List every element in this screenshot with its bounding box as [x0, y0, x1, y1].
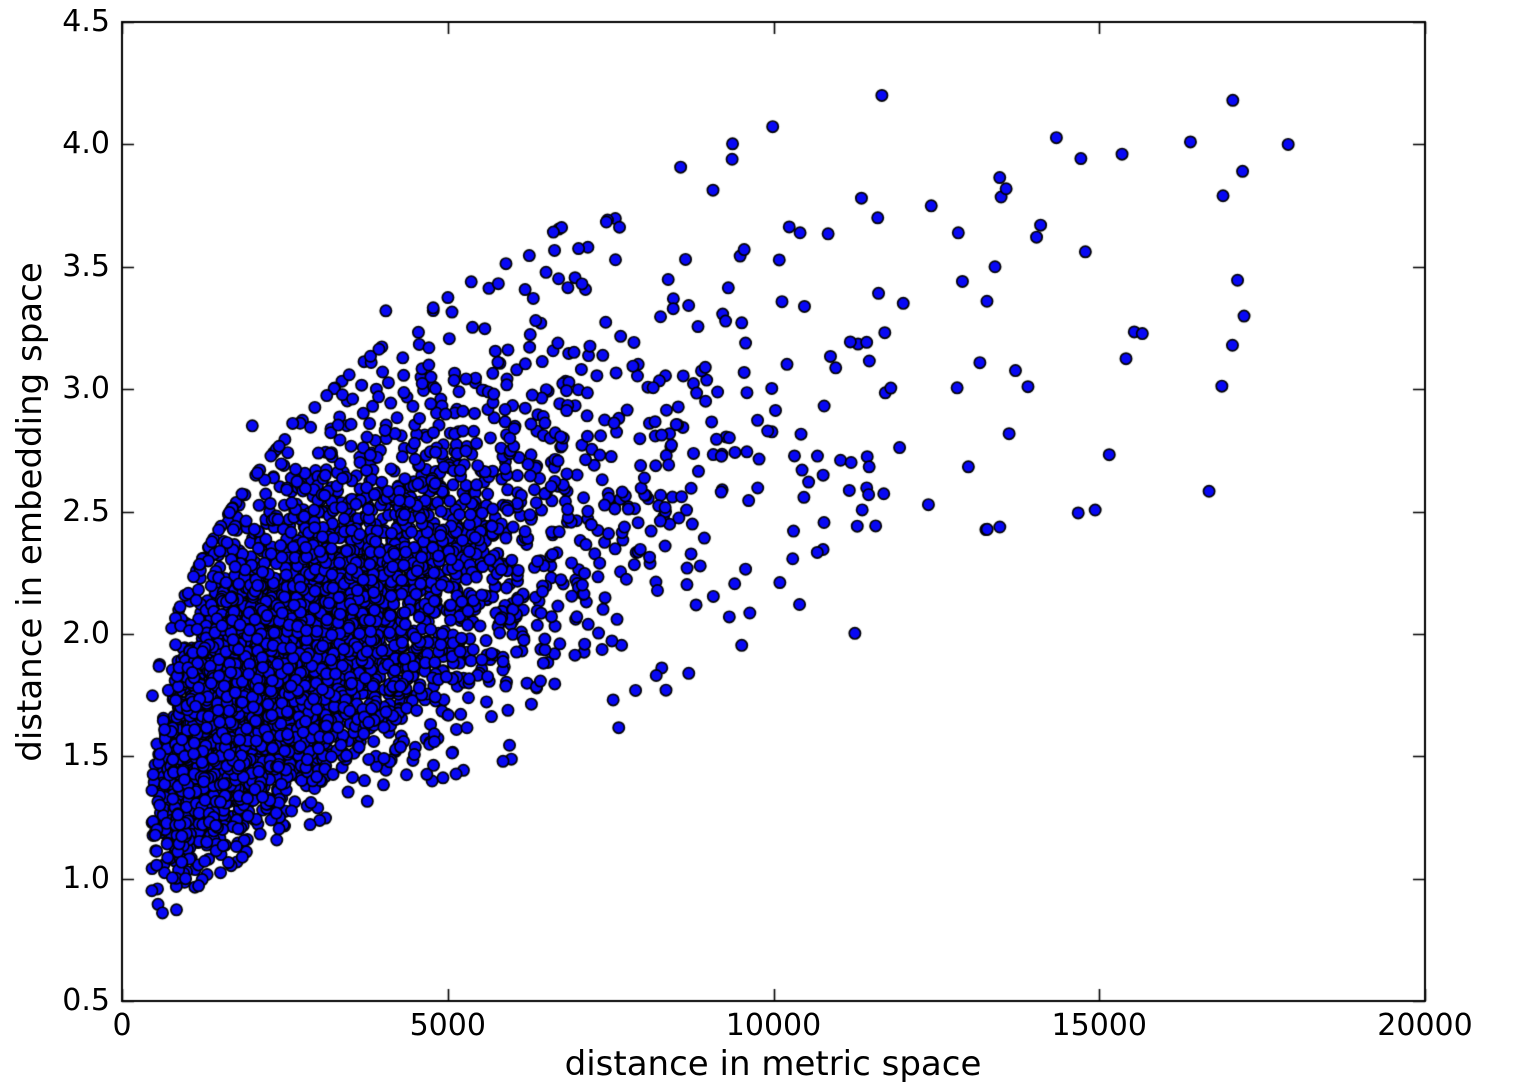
y-tick-label-5: 3.0 [62, 371, 110, 407]
x-tick-label-1: 5000 [409, 1008, 486, 1043]
y-axis-label: distance in embedding space [10, 262, 50, 762]
y-tick-label-3: 2.0 [62, 615, 110, 651]
x-tick-label-2: 10000 [725, 1008, 822, 1043]
x-tick-label-3: 15000 [1051, 1008, 1147, 1043]
y-tick-label-0: 0.5 [62, 983, 110, 1018]
y-tick-label-2: 1.5 [62, 738, 110, 774]
x-tick-label-0: 0 [112, 1008, 132, 1043]
y-tick-label-8: 4.5 [62, 4, 110, 39]
y-tick-label-6: 3.5 [62, 248, 110, 284]
x-tick-label-4: 20000 [1377, 1008, 1473, 1043]
y-tick-label-4: 2.5 [62, 493, 110, 529]
y-tick-label-1: 1.0 [62, 860, 110, 896]
x-axis-label: distance in metric space [564, 1044, 982, 1084]
y-tick-label-7: 4.0 [62, 126, 110, 162]
